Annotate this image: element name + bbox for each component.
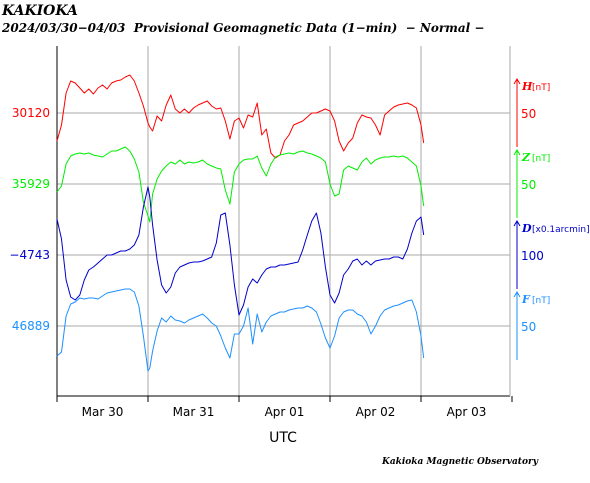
x-tick-label: Mar 30 — [82, 405, 124, 419]
series-layer — [56, 74, 425, 372]
baseline-label-f: 46889 — [12, 319, 50, 333]
x-axis-tick-labels: Mar 30 Mar 31 Apr 01 Apr 02 Apr 03 — [82, 405, 487, 419]
scale-arrow-f — [513, 291, 521, 298]
series-line-f — [56, 288, 425, 372]
x-tick-label: Mar 31 — [173, 405, 215, 419]
component-letter-d: D — [521, 222, 532, 235]
component-letter-f: F — [521, 293, 531, 306]
component-unit-z: [nT] — [532, 154, 550, 164]
series-line-h — [56, 74, 425, 159]
scale-value-z: 50 — [521, 178, 536, 192]
component-unit-d: [x0.1arcmin] — [532, 225, 590, 235]
x-tick-label: Apr 01 — [265, 405, 305, 419]
component-unit-h: [nT] — [532, 83, 550, 93]
plot-frame — [56, 46, 513, 402]
scale-value-f: 50 — [521, 320, 536, 334]
scale-arrow-d — [513, 220, 521, 227]
chart-subtitle: 2024/03/30−04/03 Provisional Geomagnetic… — [2, 21, 485, 35]
scale-value-d: 100 — [521, 249, 544, 263]
series-line-z — [56, 146, 425, 223]
x-tick-label: Apr 02 — [356, 405, 396, 419]
left-baseline-labels: 30120 35929 −4743 46889 — [9, 106, 50, 333]
grid-lines — [57, 46, 510, 396]
component-unit-f: [nT] — [532, 296, 550, 306]
scale-value-h: 50 — [521, 107, 536, 121]
baseline-label-z: 35929 — [12, 177, 50, 191]
baseline-label-h: 30120 — [12, 106, 50, 120]
scale-arrow-z — [513, 149, 521, 156]
scale-arrow-h — [513, 78, 521, 85]
x-axis-title: UTC — [269, 430, 297, 446]
x-tick-label: Apr 03 — [447, 405, 487, 419]
baseline-label-d: −4743 — [9, 248, 50, 262]
observatory-credit: Kakioka Magnetic Observatory — [382, 457, 538, 467]
component-letter-z: Z — [521, 151, 531, 164]
series-line-d — [56, 186, 425, 316]
component-letter-h: H — [521, 80, 533, 93]
station-title: KAKIOKA — [2, 3, 78, 19]
